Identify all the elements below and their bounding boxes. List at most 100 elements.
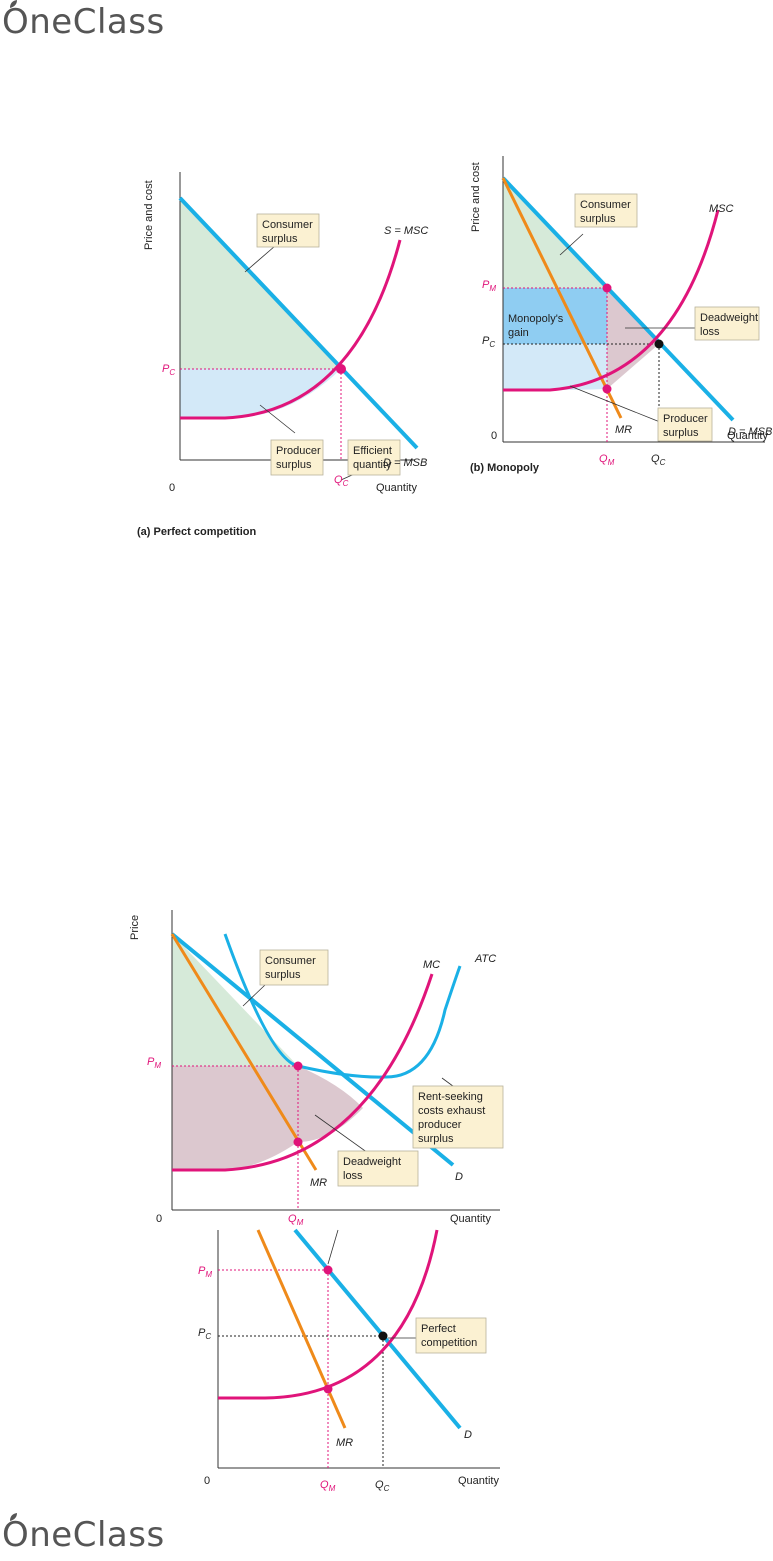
consumer-surplus-label-1: Consumer bbox=[580, 199, 631, 211]
leaf-icon bbox=[10, 0, 17, 8]
qc-letter: Q bbox=[334, 474, 343, 486]
qc-subscript: C bbox=[343, 479, 349, 488]
pc-label: PC bbox=[198, 1327, 211, 1341]
consumer-surplus-label-2: surplus bbox=[265, 969, 301, 981]
monopoly-gain-label-1: Monopoly's bbox=[508, 313, 564, 325]
pc-label: PC bbox=[482, 335, 495, 349]
producer-surplus-box bbox=[270, 439, 324, 476]
rent-seeking-area bbox=[172, 1066, 363, 1170]
producer-surplus-label-1: Producer bbox=[663, 413, 708, 425]
deadweight-loss-label-2: loss bbox=[700, 326, 720, 338]
pm-label: PM bbox=[198, 1265, 212, 1279]
mc-curve bbox=[172, 973, 434, 1172]
deadweight-loss-area bbox=[607, 288, 659, 389]
monopoly-point bbox=[293, 1061, 303, 1071]
mr-mc-point bbox=[323, 1384, 333, 1394]
deadweight-loss-label-1: Deadweight bbox=[700, 312, 758, 324]
qc-subscript: C bbox=[384, 1484, 390, 1493]
deadweight-loss-box bbox=[694, 306, 760, 341]
qc-label: QC bbox=[375, 1479, 390, 1493]
y-axis-label: Price and cost bbox=[470, 162, 482, 232]
pm-subscript: M bbox=[154, 1061, 161, 1070]
pm-letter: P bbox=[198, 1265, 206, 1277]
figure-c-rent-seeking: Consumer surplus Rent-seeking costs exha… bbox=[129, 910, 504, 1227]
figure-d-comparison: Perfect competition D MR Quantity 0 PM P… bbox=[198, 1228, 500, 1493]
pc-letter: P bbox=[482, 335, 490, 347]
figure-b-caption: (b) Monopoly bbox=[470, 462, 540, 474]
pm-letter: P bbox=[147, 1056, 155, 1068]
demand-curve bbox=[293, 1228, 462, 1430]
producer-surplus-area bbox=[503, 344, 607, 390]
consumer-surplus-label-1: Consumer bbox=[265, 955, 316, 967]
atc-curve bbox=[223, 933, 462, 1079]
oneclass-logo-bottom: OneClass bbox=[2, 1513, 165, 1555]
equilibrium-point bbox=[336, 364, 346, 374]
producer-pointer bbox=[569, 385, 661, 423]
deadweight-loss-label-1: Deadweight bbox=[343, 1156, 401, 1168]
consumer-surplus-box bbox=[259, 949, 329, 986]
pc-subscript: C bbox=[489, 340, 495, 349]
consumer-surplus-label-2: surplus bbox=[580, 213, 616, 225]
consumer-pointer bbox=[242, 984, 266, 1007]
mr-mc-point bbox=[602, 384, 612, 394]
demand-label: D bbox=[464, 1429, 472, 1441]
perfect-competition-label-1: Perfect bbox=[421, 1323, 456, 1335]
x-axis-label: Quantity bbox=[727, 430, 768, 442]
pm-label: PM bbox=[482, 279, 496, 293]
qm-label: QM bbox=[320, 1479, 336, 1493]
origin-label: 0 bbox=[491, 430, 497, 442]
consumer-surplus-box bbox=[256, 213, 320, 248]
competitive-point bbox=[654, 339, 664, 349]
y-axis-label: Price and cost bbox=[143, 180, 155, 250]
deadweight-loss-label-2: loss bbox=[343, 1170, 363, 1182]
qm-label: QM bbox=[288, 1213, 304, 1227]
oneclass-logo: OneClass bbox=[2, 0, 165, 42]
qm-subscript: M bbox=[297, 1218, 304, 1227]
pc-label: PC bbox=[162, 363, 175, 377]
qm-subscript: M bbox=[329, 1484, 336, 1493]
x-axis-label: Quantity bbox=[458, 1475, 499, 1487]
mr-curve bbox=[170, 933, 318, 1171]
competitive-point bbox=[378, 1331, 388, 1341]
figure-a-caption: (a) Perfect competition bbox=[137, 526, 256, 538]
producer-surplus-area bbox=[180, 369, 341, 418]
qm-subscript: M bbox=[608, 458, 615, 467]
demand-curve bbox=[170, 932, 455, 1167]
consumer-pointer bbox=[244, 245, 276, 273]
monopoly-gain-area bbox=[503, 288, 607, 344]
qc-letter: Q bbox=[651, 453, 660, 465]
producer-surplus-label-1: Producer bbox=[276, 445, 321, 457]
mc-label: MC bbox=[423, 959, 440, 971]
x-axis-label: Quantity bbox=[450, 1213, 491, 1225]
qm-letter: Q bbox=[288, 1213, 297, 1225]
demand-label: D bbox=[455, 1171, 463, 1183]
qm-letter: Q bbox=[320, 1479, 329, 1491]
pm-subscript: M bbox=[489, 284, 496, 293]
pm-label: PM bbox=[147, 1056, 161, 1070]
producer-surplus-label-2: surplus bbox=[276, 459, 312, 471]
consumer-surplus-label-2: surplus bbox=[262, 233, 298, 245]
pm-subscript: M bbox=[205, 1270, 212, 1279]
pc-letter: P bbox=[162, 363, 170, 375]
qc-letter: Q bbox=[375, 1479, 384, 1491]
consumer-surplus-label-1: Consumer bbox=[262, 219, 313, 231]
supply-curve bbox=[180, 239, 402, 420]
msc-curve bbox=[503, 209, 720, 392]
supply-label: S = MSC bbox=[384, 225, 428, 237]
producer-surplus-box bbox=[657, 407, 713, 442]
rent-seeking-label-1: Rent-seeking bbox=[418, 1091, 483, 1103]
demand-curve bbox=[501, 176, 735, 422]
demand-label: D = MSB bbox=[728, 426, 772, 438]
consumer-pointer bbox=[559, 233, 584, 256]
rent-seeking-label-2: costs exhaust bbox=[418, 1105, 485, 1117]
origin-label: 0 bbox=[204, 1475, 210, 1487]
figure-b-monopoly: Consumer surplus Monopoly's gain Deadwei… bbox=[470, 156, 772, 474]
demand-label: D = MSB bbox=[383, 457, 427, 469]
mr-label: MR bbox=[615, 424, 632, 436]
perfect-competition-label-2: competition bbox=[421, 1337, 477, 1349]
efficient-quantity-label-2: quantity bbox=[353, 459, 392, 471]
y-axis-label: Price bbox=[129, 915, 141, 940]
mr-curve bbox=[256, 1229, 347, 1429]
pc-subscript: C bbox=[205, 1332, 211, 1341]
msc-label: MSC bbox=[709, 203, 734, 215]
